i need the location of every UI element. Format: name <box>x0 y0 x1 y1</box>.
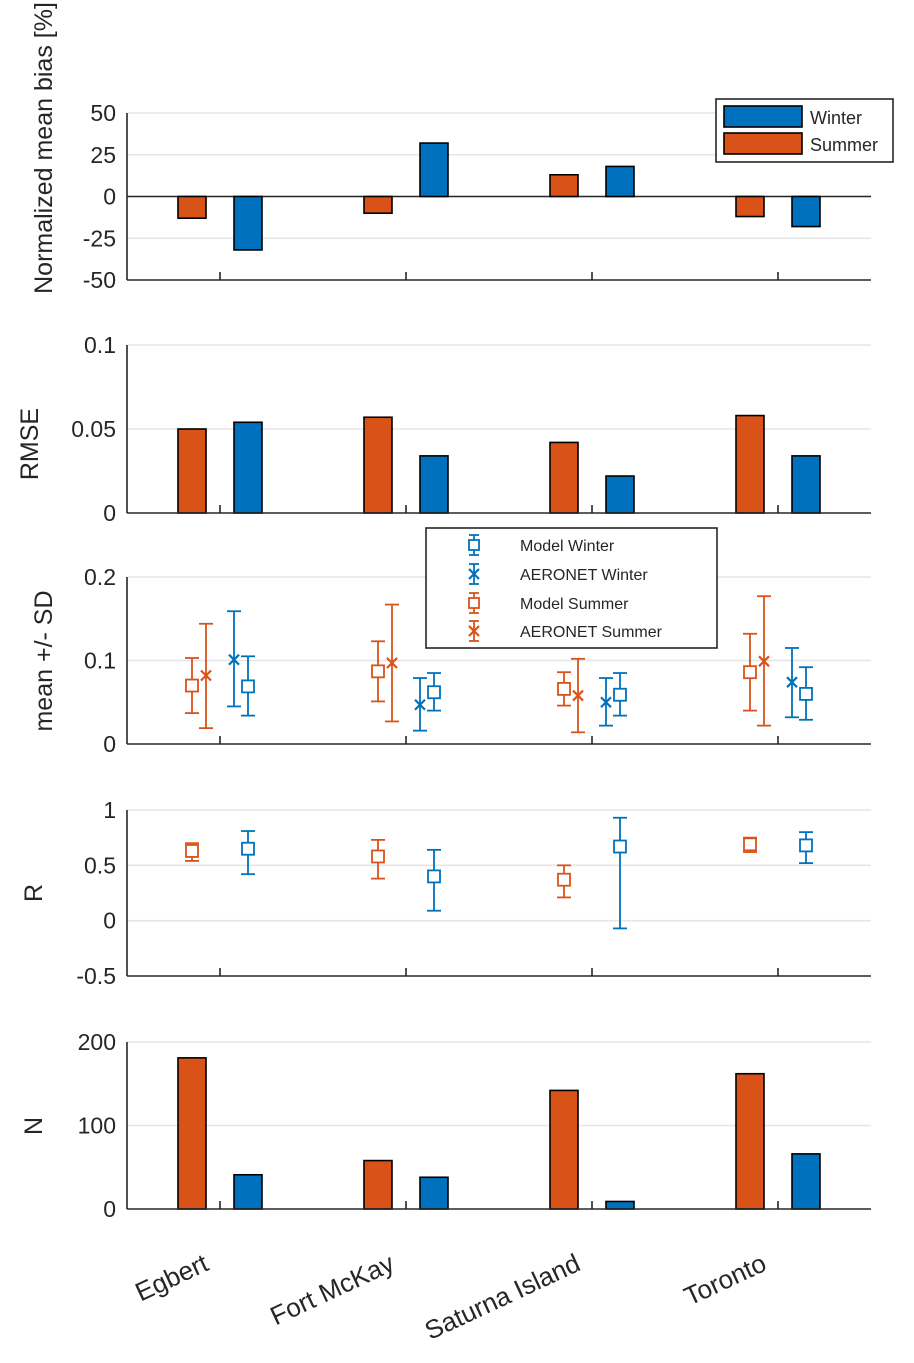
x-category-label: Toronto <box>679 1248 770 1312</box>
legend-label-winter: Winter <box>810 108 862 128</box>
y-tick-label: 25 <box>90 142 116 168</box>
legend-bias <box>715 98 894 163</box>
y-tick-label: 0 <box>103 1196 116 1222</box>
bar-rmse-winter <box>233 421 263 514</box>
marker-square <box>371 664 385 679</box>
x-category-label: Saturna Island <box>420 1248 585 1346</box>
marker-square <box>613 839 627 854</box>
bar-n-summer <box>735 1072 765 1210</box>
bar-bias-winter <box>419 142 449 198</box>
panel-rmse <box>126 344 871 514</box>
x-category-label: Egbert <box>131 1247 214 1307</box>
y-tick-label: -50 <box>83 267 116 293</box>
marker-x <box>758 655 770 668</box>
marker-square <box>557 681 571 696</box>
bar-n-winter <box>419 1176 449 1210</box>
y-tick-label: -0.5 <box>76 963 116 989</box>
bar-n-summer <box>549 1089 579 1210</box>
y-tick-label: 0 <box>103 731 116 757</box>
marker-x <box>200 669 212 682</box>
marker-square <box>427 869 441 884</box>
bar-bias-summer <box>177 195 207 220</box>
panel-bias <box>126 112 871 281</box>
marker-square <box>427 685 441 700</box>
bar-n-summer <box>177 1057 207 1210</box>
legend-swatch-summer <box>723 132 803 155</box>
bar-rmse-summer <box>549 441 579 514</box>
y-tick-label: 200 <box>78 1029 116 1055</box>
bar-n-winter <box>791 1153 821 1210</box>
legend-label-summer: Summer <box>810 135 878 155</box>
y-axis-label-rmse: RMSE <box>16 408 44 480</box>
marker-square <box>613 687 627 702</box>
marker-square <box>557 872 571 887</box>
legend-swatch-winter <box>723 105 803 128</box>
y-tick-label: -25 <box>83 225 116 251</box>
marker-x <box>414 698 426 711</box>
bar-bias-summer <box>363 195 393 215</box>
marker-square <box>185 844 199 858</box>
marker-x <box>572 689 584 702</box>
legend-label: Model Winter <box>520 538 615 555</box>
y-tick-label: 1 <box>103 797 116 823</box>
marker-square <box>241 841 255 856</box>
y-tick-label: 0.2 <box>84 564 116 590</box>
bar-rmse-winter <box>605 475 635 514</box>
marker-x <box>228 653 240 666</box>
legend-marker-square <box>468 597 480 609</box>
marker-square <box>371 849 385 864</box>
legend-marker-x <box>468 625 480 637</box>
marker-x <box>600 696 612 709</box>
marker-square <box>743 837 757 852</box>
legend-mean <box>425 527 718 649</box>
legend-label: Model Summer <box>520 596 629 613</box>
panel-mean <box>126 576 871 745</box>
legend-label: AERONET Summer <box>520 624 663 641</box>
bar-rmse-winter <box>791 455 821 514</box>
bar-bias-winter <box>791 195 821 228</box>
bar-n-summer <box>363 1159 393 1210</box>
y-tick-label: 50 <box>90 100 116 126</box>
y-tick-label: 0.05 <box>71 416 116 442</box>
y-axis-label-bias: Normalized mean bias [%] <box>30 2 58 294</box>
y-tick-label: 0.1 <box>84 648 116 674</box>
bar-rmse-winter <box>419 455 449 514</box>
y-tick-label: 0.1 <box>84 332 116 358</box>
y-tick-label: 0.5 <box>84 852 116 878</box>
marker-square <box>185 678 199 693</box>
y-axis-label-r: R <box>20 884 48 902</box>
x-category-label: Fort McKay <box>266 1248 399 1331</box>
marker-x <box>386 657 398 669</box>
y-tick-label: 0 <box>103 184 116 210</box>
marker-square <box>799 687 813 701</box>
bar-bias-summer <box>735 195 765 218</box>
bar-rmse-summer <box>177 428 207 514</box>
y-tick-label: 0 <box>103 908 116 934</box>
marker-square <box>743 665 757 680</box>
bar-bias-summer <box>549 173 579 198</box>
bar-bias-winter <box>233 195 263 251</box>
y-axis-label-n: N <box>20 1117 48 1135</box>
marker-square <box>241 679 255 694</box>
bar-rmse-summer <box>735 414 765 514</box>
bar-bias-winter <box>605 165 635 198</box>
panel-n <box>126 1041 871 1210</box>
legend-marker-square <box>468 539 480 551</box>
marker-square <box>799 838 813 853</box>
y-tick-label: 0 <box>103 500 116 526</box>
marker-x <box>786 676 798 688</box>
legend-label: AERONET Winter <box>520 567 648 584</box>
y-tick-label: 100 <box>78 1113 116 1139</box>
legend-marker-x <box>468 568 480 580</box>
bar-n-winter <box>233 1173 263 1210</box>
bar-n-winter <box>605 1200 635 1210</box>
bar-rmse-summer <box>363 416 393 514</box>
y-axis-label-mean: mean +/- SD <box>30 590 58 731</box>
panel-r <box>126 809 871 977</box>
